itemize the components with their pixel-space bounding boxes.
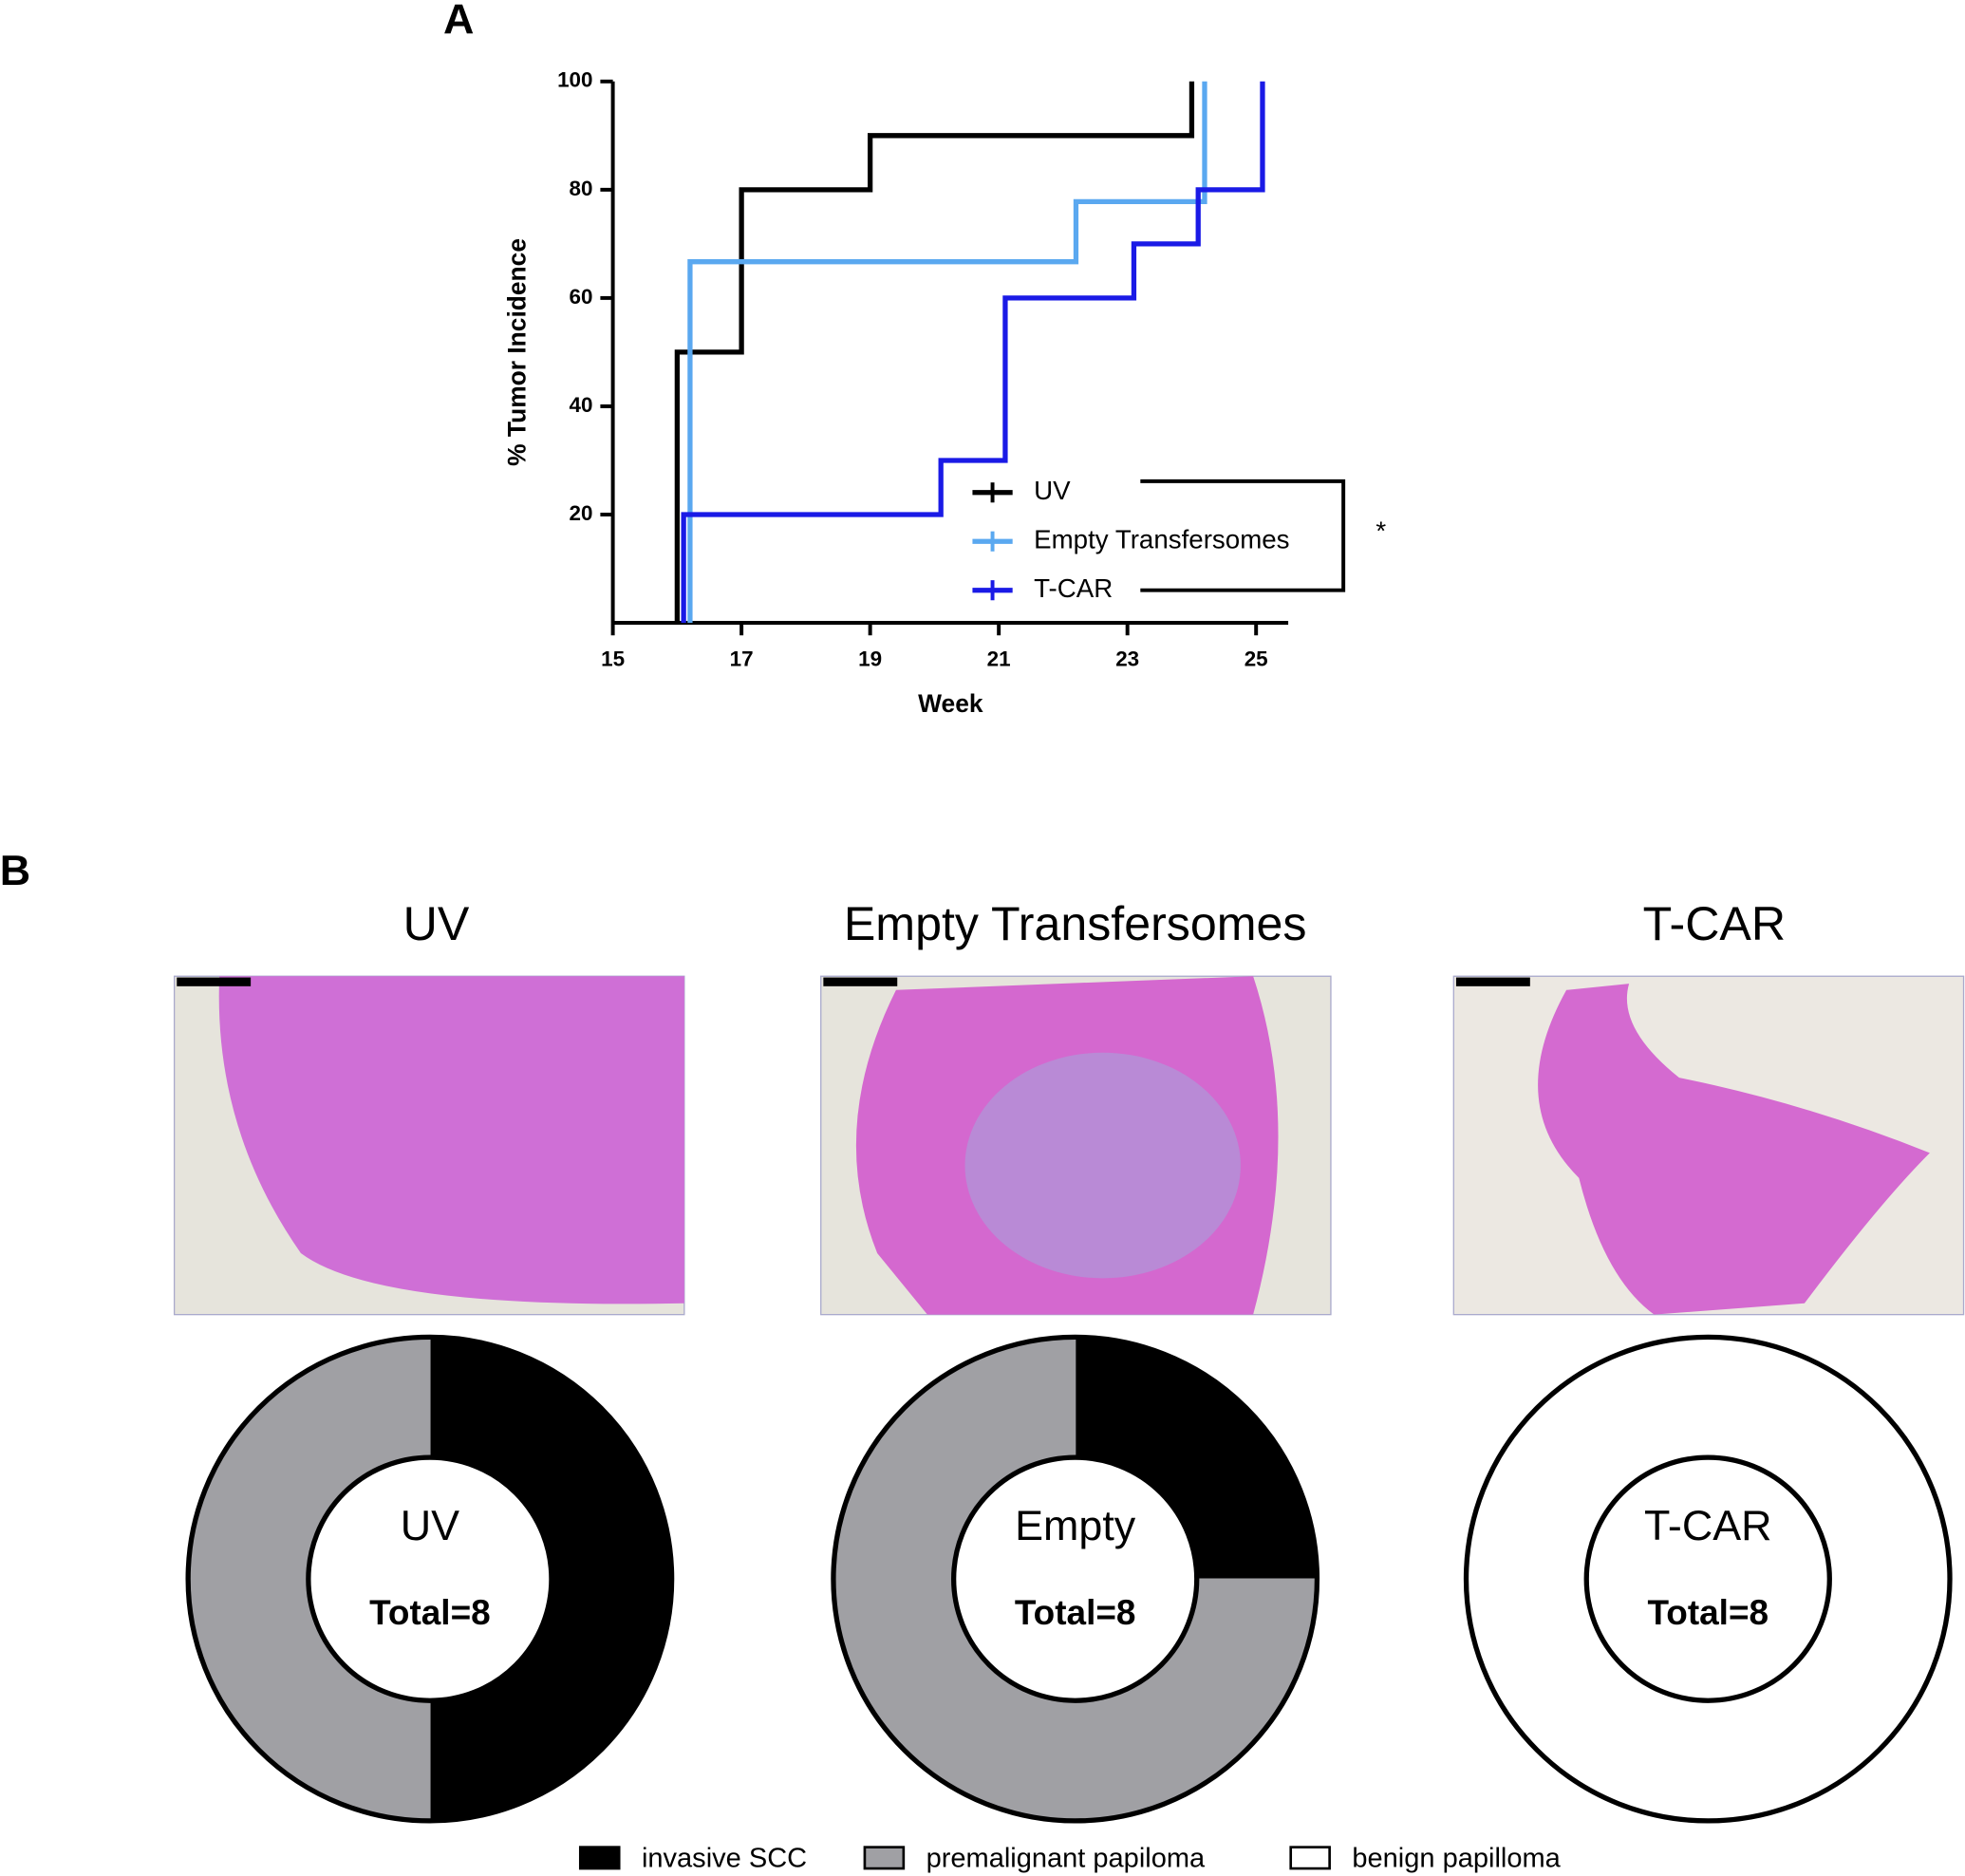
- legend-label: premalignant papiloma: [926, 1844, 1206, 1874]
- legend-label: T-CAR: [1034, 573, 1113, 603]
- x-tick-label: 21: [987, 647, 1011, 671]
- y-tick-label: 80: [570, 177, 593, 200]
- legend-swatch: [863, 1846, 906, 1870]
- legend-label: UV: [1034, 476, 1071, 505]
- donut-outline: [1463, 1334, 1953, 1824]
- y-tick-label: 60: [570, 285, 593, 309]
- y-axis-label: % Tumor Incidence: [503, 238, 532, 466]
- panel-label: A: [443, 0, 474, 44]
- total-label: Total=8: [1015, 1593, 1136, 1632]
- donut-title: Empty Transfersomes: [844, 897, 1307, 950]
- x-axis-label: Week: [918, 689, 983, 718]
- panel-label: B: [0, 846, 30, 894]
- center-label: UV: [401, 1501, 459, 1549]
- y-tick-label: 40: [570, 393, 593, 417]
- legend-label: Empty Transfersomes: [1034, 525, 1289, 554]
- legend-label: benign papilloma: [1352, 1844, 1561, 1874]
- donut-slice: [1466, 1337, 1951, 1821]
- y-tick-label: 100: [557, 68, 592, 92]
- donut-title: T-CAR: [1643, 897, 1786, 950]
- series-line: [687, 81, 1207, 624]
- x-tick-label: 23: [1115, 647, 1139, 671]
- x-tick-label: 25: [1244, 647, 1268, 671]
- donut-title: UV: [403, 897, 470, 950]
- x-tick-label: 19: [858, 647, 882, 671]
- donut-hole: [306, 1454, 554, 1703]
- tissue: [1538, 984, 1930, 1315]
- center-label: Empty: [1015, 1501, 1136, 1549]
- tissue: [218, 976, 684, 1304]
- y-tick-label: 20: [570, 501, 593, 525]
- legend-swatch: [578, 1846, 621, 1870]
- donut-hole: [951, 1454, 1200, 1703]
- x-tick-label: 17: [730, 647, 754, 671]
- total-label: Total=8: [1647, 1593, 1768, 1632]
- scale-bar: [177, 977, 252, 986]
- annotation: *: [1376, 516, 1386, 545]
- donut-outline: [831, 1334, 1320, 1824]
- histology-images: [173, 975, 1965, 1316]
- series-line: [681, 81, 1265, 624]
- tissue: [964, 1052, 1241, 1279]
- donut-hole: [1583, 1454, 1832, 1703]
- total-label: Total=8: [369, 1593, 491, 1632]
- scale-bar: [1455, 977, 1530, 986]
- significance-bracket: [1140, 478, 1346, 592]
- legend-label: invasive SCC: [642, 1844, 807, 1874]
- donut-outline: [185, 1334, 675, 1824]
- x-tick-label: 15: [601, 647, 625, 671]
- scale-bar: [823, 977, 898, 986]
- center-label: T-CAR: [1644, 1501, 1772, 1549]
- legend-swatch: [1289, 1846, 1331, 1870]
